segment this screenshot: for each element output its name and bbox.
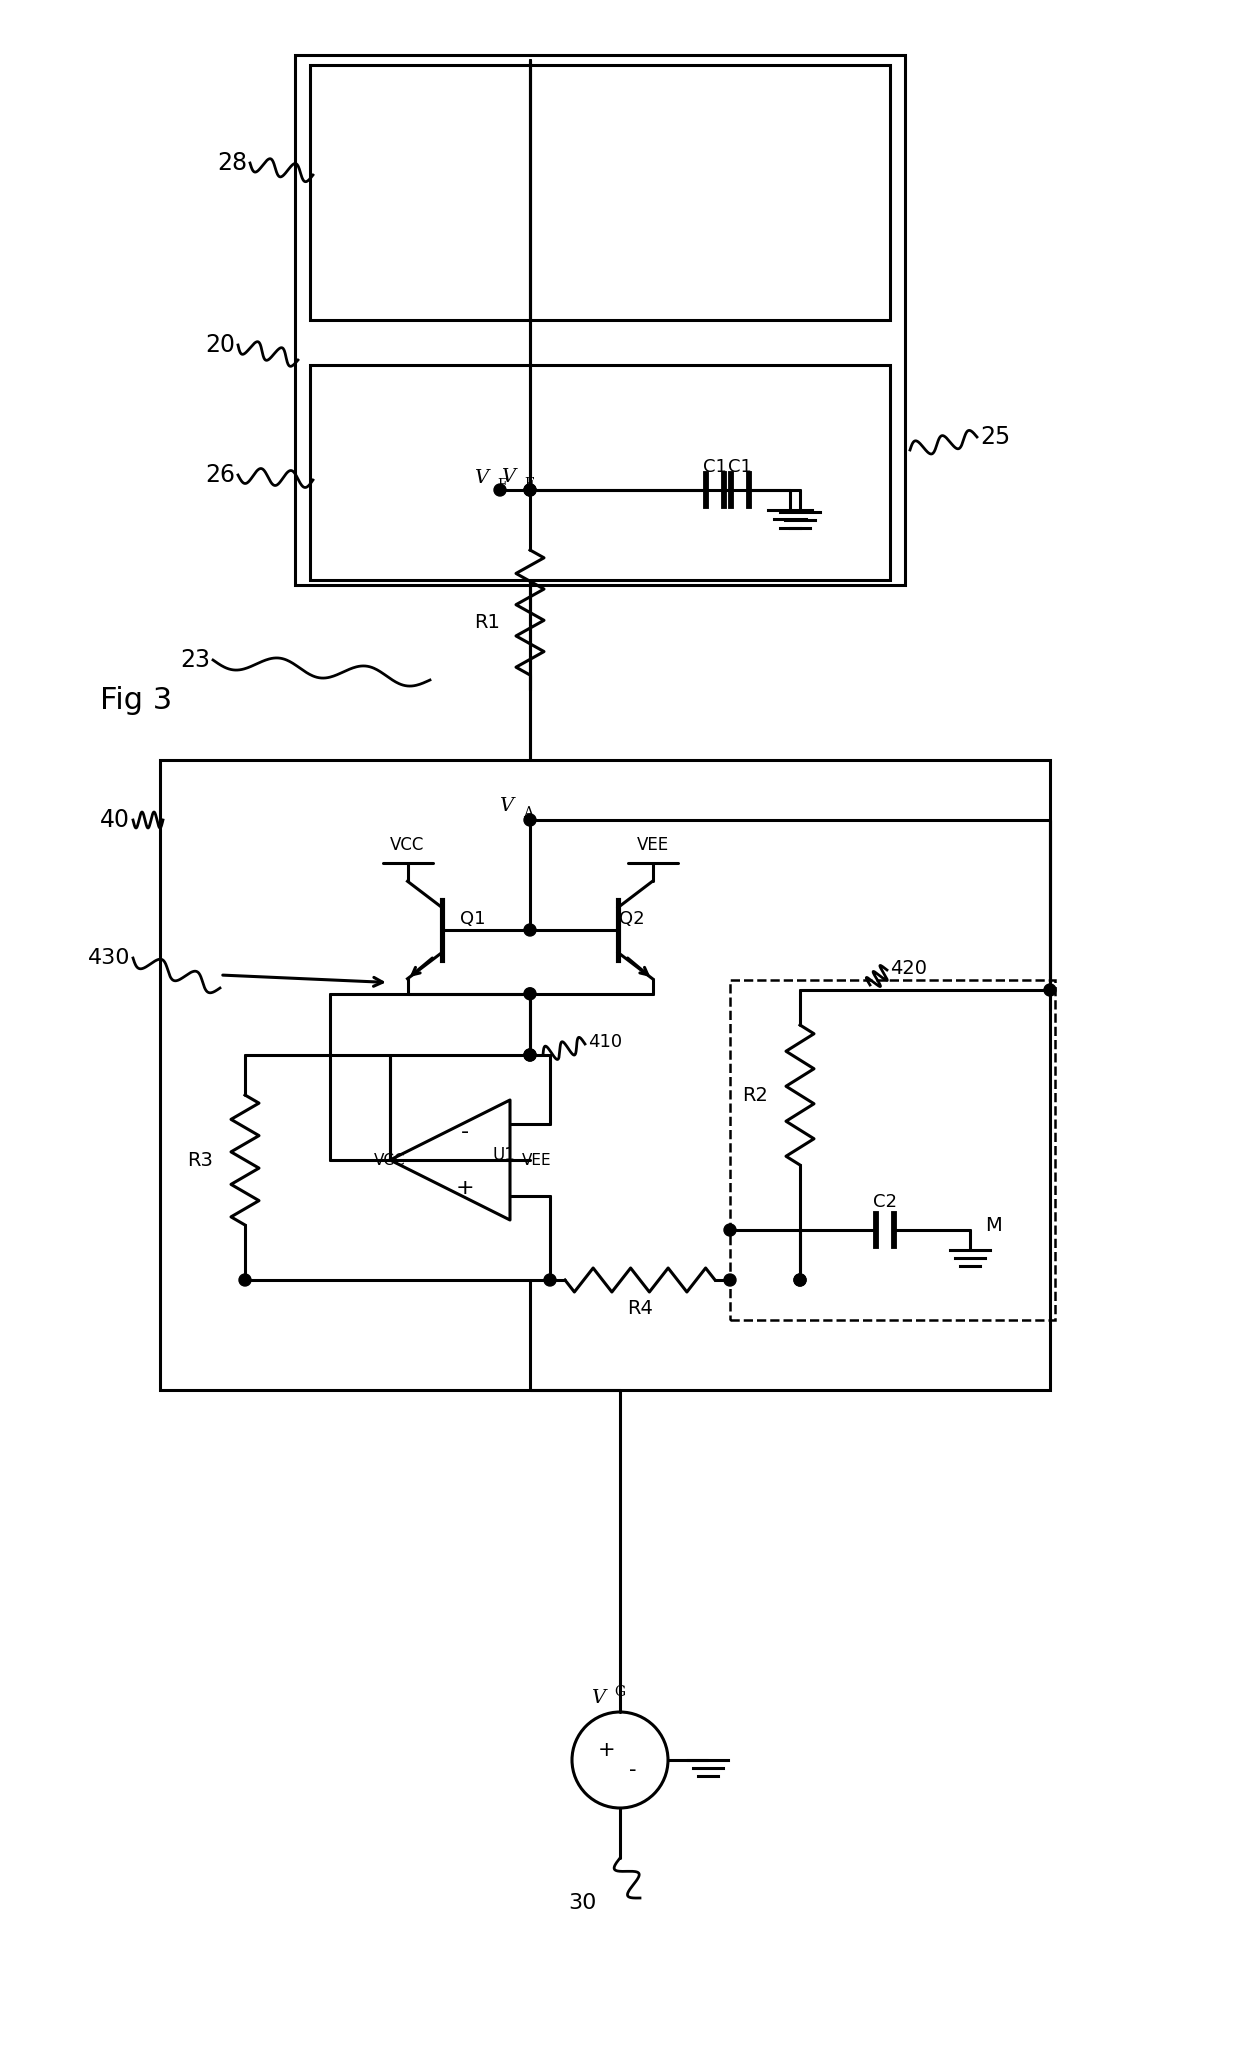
Text: 26: 26 [205, 462, 236, 487]
Text: +: + [455, 1179, 475, 1198]
Text: VCC: VCC [373, 1152, 405, 1167]
Circle shape [1044, 984, 1056, 997]
Text: Q2: Q2 [619, 910, 645, 928]
Text: 430: 430 [88, 949, 130, 968]
Bar [310, 64, 890, 319]
Circle shape [794, 1274, 806, 1287]
Text: V: V [591, 1689, 605, 1707]
Text: Fig 3: Fig 3 [100, 686, 172, 715]
Text: U1: U1 [492, 1146, 515, 1164]
Circle shape [525, 988, 536, 1001]
Bar [160, 760, 1050, 1390]
Circle shape [525, 924, 536, 937]
Text: 25: 25 [980, 425, 1011, 450]
Text: R3: R3 [187, 1150, 213, 1169]
Text: V: V [498, 798, 513, 814]
Text: V: V [501, 468, 515, 487]
Text: 30: 30 [568, 1894, 596, 1912]
Circle shape [525, 485, 536, 495]
Text: R4: R4 [627, 1299, 653, 1318]
Text: V: V [474, 468, 489, 487]
Circle shape [794, 1274, 806, 1287]
Circle shape [494, 485, 506, 495]
Circle shape [525, 485, 536, 495]
Text: 40: 40 [100, 808, 130, 833]
Text: 23: 23 [180, 649, 210, 671]
Text: R1: R1 [474, 613, 500, 632]
Text: 28: 28 [217, 151, 247, 174]
Text: 410: 410 [588, 1034, 622, 1051]
Text: -: - [629, 1759, 637, 1780]
Circle shape [724, 1274, 737, 1287]
Circle shape [525, 1048, 536, 1061]
Circle shape [525, 1048, 536, 1061]
Text: C1: C1 [728, 458, 751, 477]
Text: +: + [598, 1740, 616, 1759]
Circle shape [525, 814, 536, 827]
Text: VEE: VEE [636, 835, 668, 854]
Text: Q1: Q1 [460, 910, 486, 928]
Text: G: G [614, 1685, 625, 1699]
Text: VEE: VEE [522, 1152, 552, 1167]
Text: R2: R2 [742, 1086, 768, 1104]
Text: VCC: VCC [391, 835, 424, 854]
Text: 420: 420 [890, 959, 928, 978]
Text: -: - [461, 1123, 469, 1142]
Text: A: A [523, 806, 533, 821]
Text: 20: 20 [205, 334, 236, 356]
Circle shape [724, 1225, 737, 1237]
Text: F: F [497, 479, 507, 491]
Circle shape [239, 1274, 250, 1287]
Bar [730, 980, 1055, 1320]
Text: F: F [525, 477, 533, 491]
Circle shape [544, 1274, 556, 1287]
Text: C1: C1 [703, 458, 727, 477]
Text: C2: C2 [873, 1193, 897, 1210]
Bar [295, 56, 905, 584]
Bar [310, 365, 890, 580]
Text: M: M [985, 1216, 1002, 1235]
